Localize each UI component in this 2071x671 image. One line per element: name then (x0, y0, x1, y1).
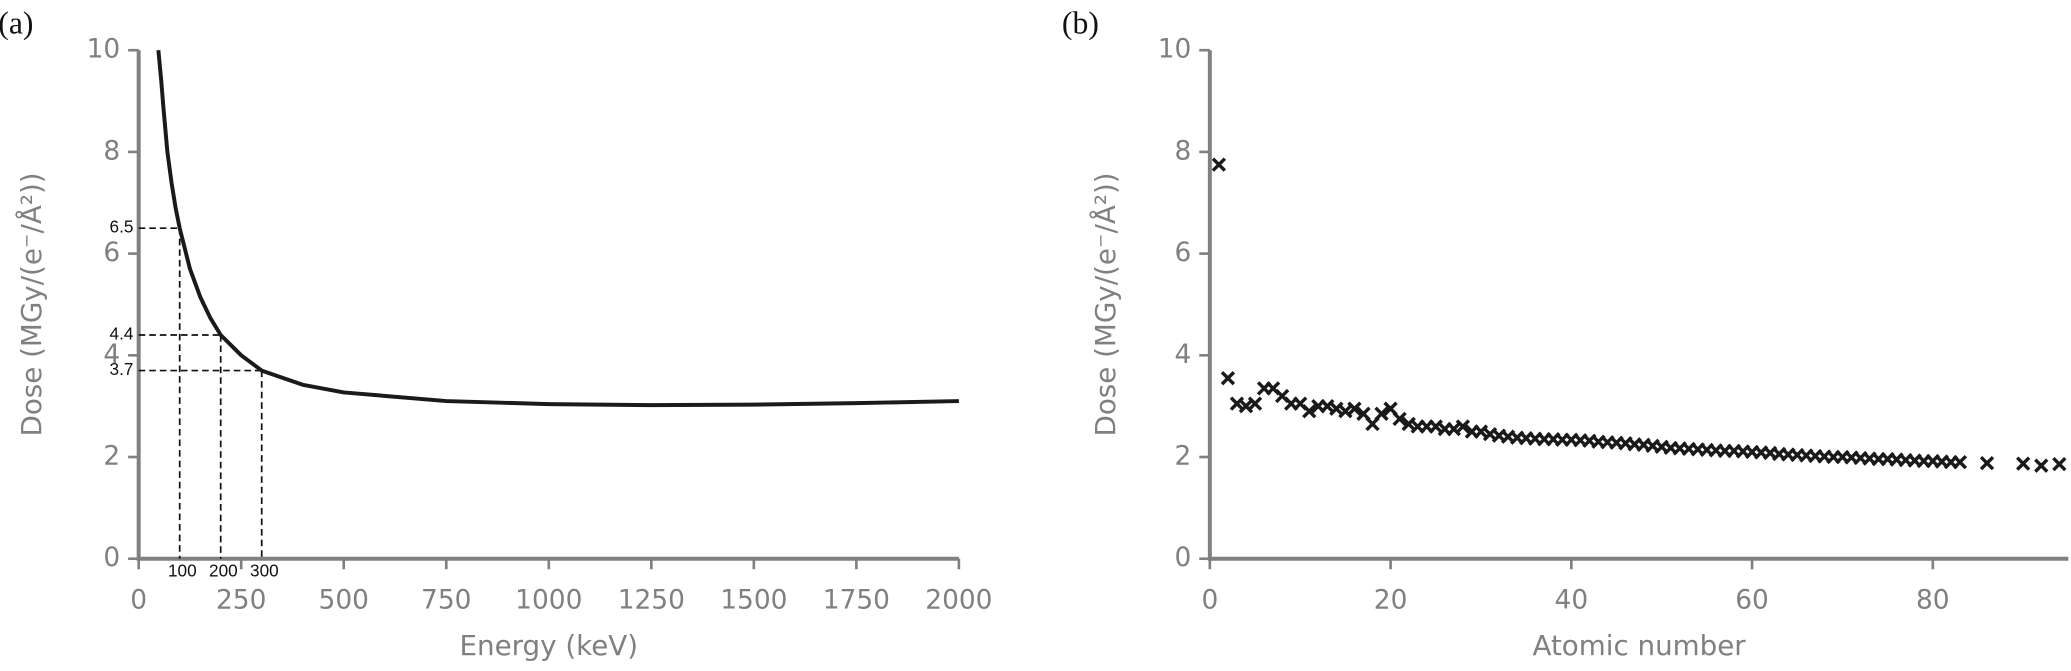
data-point (1392, 411, 1407, 427)
data-point (1979, 455, 1995, 471)
data-point (1952, 454, 1968, 470)
annotation-label: 3.7 (110, 359, 134, 379)
y-tick-label: 8 (103, 135, 120, 166)
y-axis-label: Dose (MGy/(e⁻/Å²)) (14, 172, 48, 436)
annotation-label: 300 (250, 560, 279, 580)
y-tick-label: 6 (1175, 237, 1192, 268)
x-axis-label: Atomic number (1532, 629, 1746, 662)
x-tick-label: 2000 (925, 584, 992, 615)
x-tick-label: 1500 (720, 584, 787, 615)
annotation-label: 6.5 (110, 217, 134, 237)
x-tick-label: 750 (421, 584, 471, 615)
y-tick-label: 4 (1175, 339, 1192, 370)
annotation-label: 4.4 (110, 324, 134, 344)
data-line (156, 50, 959, 408)
x-tick-label: 250 (216, 584, 266, 615)
x-tick-label: 0 (130, 584, 147, 615)
x-tick-label: 40 (1555, 584, 1589, 615)
y-axis-label: Dose (MGy/(e⁻/Å²)) (1088, 172, 1122, 436)
x-tick-label: 1000 (515, 584, 582, 615)
data-point (1247, 396, 1263, 411)
data-point (1211, 157, 1227, 172)
data-point (1347, 401, 1362, 416)
data-point (1302, 404, 1317, 419)
x-tick-label: 1250 (618, 584, 685, 615)
y-tick-label: 6 (103, 237, 120, 268)
annotation-label: 100 (168, 560, 197, 580)
annotation-label: 200 (209, 560, 238, 580)
x-tick-label: 0 (1201, 584, 1218, 615)
y-tick-label: 0 (1175, 542, 1192, 573)
y-tick-label: 2 (1175, 441, 1192, 472)
x-tick-label: 20 (1374, 584, 1408, 615)
y-tick-label: 4 (103, 339, 120, 370)
x-tick-label: 60 (1735, 584, 1769, 615)
data-point (1455, 419, 1471, 434)
y-tick-label: 0 (103, 542, 120, 573)
y-tick-label: 10 (87, 34, 121, 65)
x-tick-label: 80 (1916, 584, 1950, 615)
y-tick-label: 2 (103, 441, 120, 472)
data-point (2016, 456, 2031, 471)
data-point (1374, 406, 1389, 421)
x-tick-label: 500 (319, 584, 369, 615)
data-point (2052, 456, 2067, 472)
y-tick-label: 10 (1158, 34, 1192, 65)
data-point (1220, 371, 1236, 386)
panel-label: (a) (0, 6, 33, 41)
x-axis-label: Energy (keV) (460, 629, 639, 662)
x-tick-label: 1750 (823, 584, 890, 615)
data-point (2034, 458, 2049, 473)
y-tick-label: 8 (1175, 135, 1192, 166)
panel-label: (b) (1062, 6, 1099, 41)
